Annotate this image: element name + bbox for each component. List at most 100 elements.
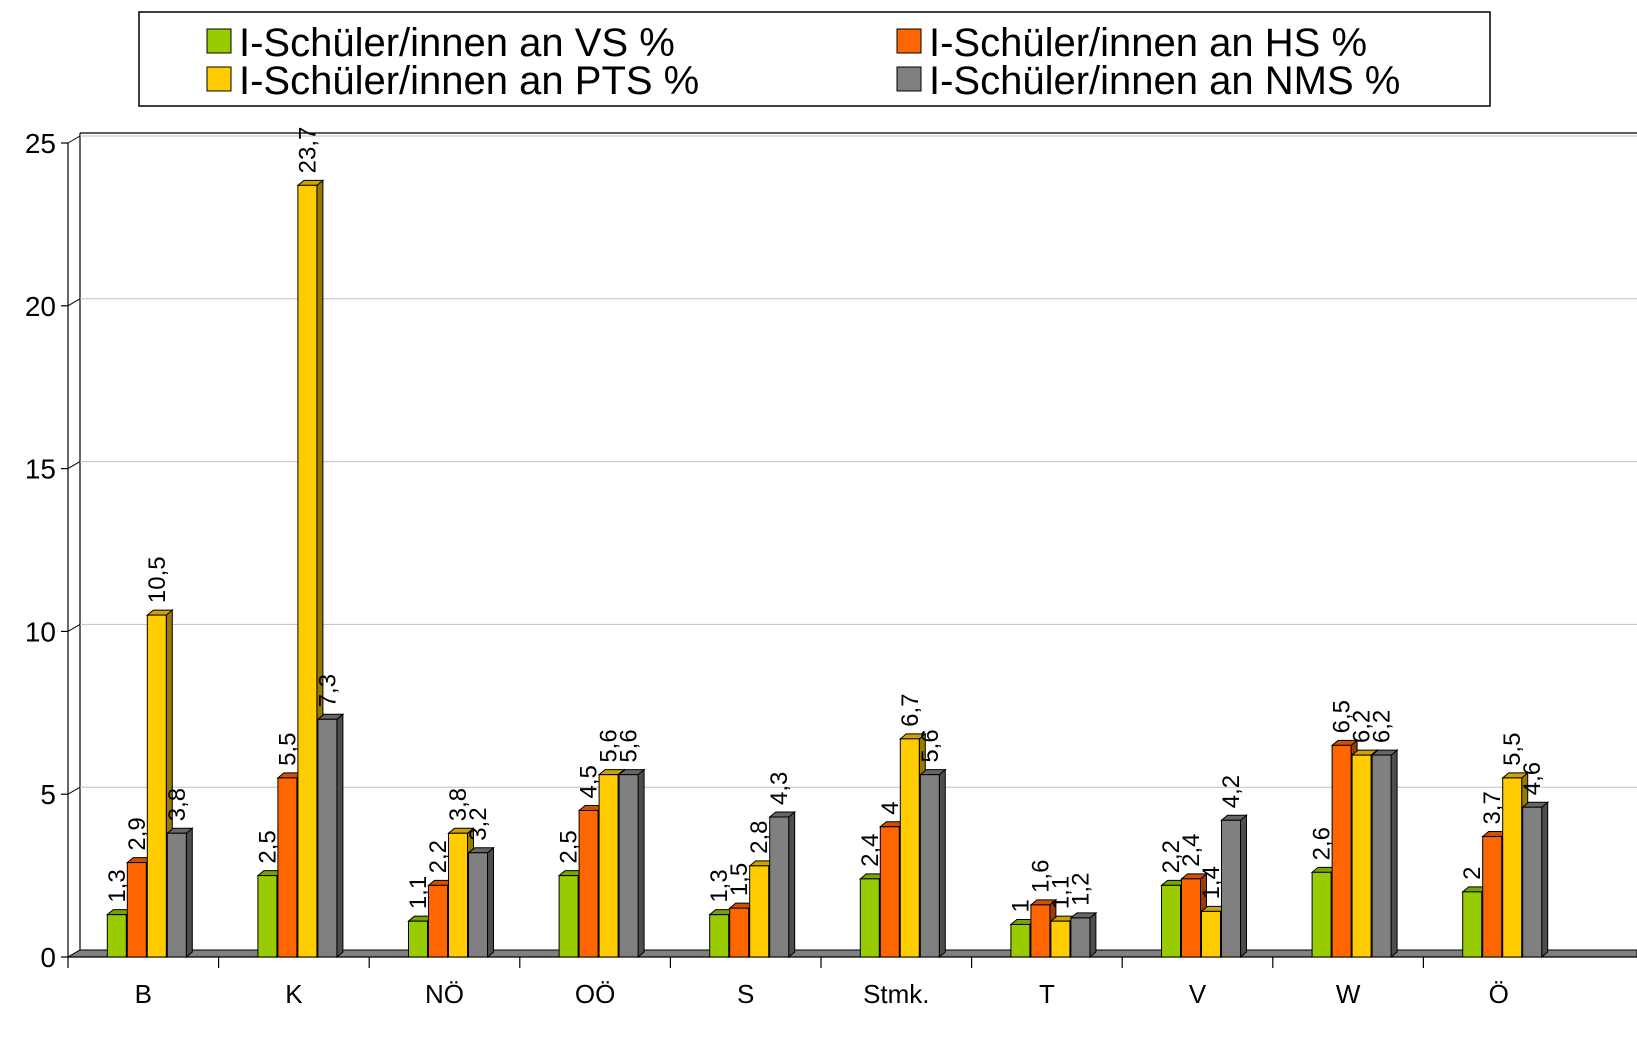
bar	[598, 774, 619, 958]
bar	[1371, 754, 1392, 958]
bar-side	[487, 846, 494, 959]
bar	[448, 832, 468, 958]
y-tick-depth	[67, 135, 81, 144]
bar	[106, 914, 127, 958]
value-label: 4,6	[1519, 762, 1546, 795]
bar-side	[1541, 801, 1549, 959]
value-label: 2,2	[1158, 840, 1185, 873]
value-label: 5,5	[1499, 733, 1526, 766]
bar-side	[185, 827, 193, 959]
bar	[1522, 806, 1543, 958]
value-label: 1,3	[706, 869, 733, 902]
value-label: 1,6	[1027, 860, 1054, 893]
bar	[297, 184, 318, 958]
bar	[618, 774, 639, 958]
y-tick-label: 25	[25, 128, 56, 159]
bar	[317, 718, 338, 958]
legend-swatch	[896, 28, 922, 54]
y-tick-depth	[67, 298, 81, 307]
value-label: 2,4	[1178, 833, 1205, 866]
bar	[146, 614, 167, 958]
value-label: 6,2	[1349, 710, 1376, 743]
value-label: 5,6	[917, 729, 944, 762]
value-label: 6,7	[897, 693, 924, 726]
y-tick-label: 5	[40, 779, 56, 810]
value-label: 1,3	[104, 869, 131, 902]
bar-side	[1089, 911, 1097, 959]
legend-label: I-Schüler/innen an NMS %	[929, 59, 1400, 103]
value-label: 4	[877, 801, 904, 814]
x-tick-label: T	[1039, 979, 1055, 1009]
bar-side	[788, 810, 796, 959]
bar	[1221, 819, 1241, 958]
value-label: 2,4	[857, 833, 884, 866]
legend-swatch	[206, 66, 232, 92]
bar	[558, 875, 579, 958]
legend-swatch	[206, 28, 232, 54]
bar	[709, 914, 730, 958]
x-tick-label: Stmk.	[863, 979, 929, 1009]
value-label: 6,5	[1329, 700, 1356, 733]
value-label: 4,3	[766, 772, 793, 805]
value-label: 3,2	[465, 807, 492, 840]
value-label: 4,2	[1218, 775, 1245, 808]
bar	[257, 875, 278, 958]
bar	[1351, 754, 1372, 958]
legend-box	[138, 11, 1491, 107]
value-label: 3,7	[1479, 791, 1506, 824]
bar	[1462, 891, 1483, 958]
bar	[468, 852, 488, 958]
y-tick-label: 0	[40, 942, 56, 973]
bar	[1331, 744, 1352, 958]
value-label: 2,2	[425, 840, 452, 873]
y-tick-depth	[67, 786, 81, 795]
value-label: 2	[1459, 867, 1486, 880]
x-tick-label: K	[285, 979, 303, 1009]
legend-label: I-Schüler/innen an HS %	[929, 21, 1367, 65]
value-label: 1,5	[726, 863, 753, 896]
x-tick-label: W	[1336, 979, 1361, 1009]
x-tick-label: OÖ	[575, 979, 615, 1009]
value-label: 2,5	[254, 830, 281, 863]
bar-side	[336, 713, 344, 959]
bar	[126, 862, 147, 958]
y-tick-depth	[67, 461, 81, 470]
bar	[749, 865, 770, 958]
x-tick-label: B	[135, 979, 152, 1009]
x-tick-label: Ö	[1489, 979, 1509, 1009]
value-label: 1,4	[1198, 866, 1225, 899]
y-tick-depth	[67, 623, 81, 632]
bar-side	[637, 768, 645, 959]
bar	[1502, 777, 1523, 958]
x-tick-label: V	[1189, 979, 1207, 1009]
bar	[919, 774, 940, 958]
bar	[277, 777, 298, 958]
bar	[729, 907, 750, 958]
bar	[899, 738, 920, 958]
value-label: 2,5	[556, 830, 583, 863]
bar	[1482, 836, 1503, 958]
value-label: 1	[1007, 899, 1034, 912]
value-label: 3,8	[445, 788, 472, 821]
bar	[1070, 917, 1091, 958]
x-tick-label: S	[737, 979, 754, 1009]
bar	[1161, 884, 1181, 958]
value-label: 5,6	[616, 729, 643, 762]
bar-side	[1240, 814, 1247, 959]
bar	[1201, 910, 1221, 958]
y-tick-label: 15	[25, 454, 56, 485]
bar	[166, 832, 187, 958]
legend-label: I-Schüler/innen an VS %	[239, 21, 675, 65]
value-label: 2,6	[1309, 827, 1336, 860]
value-label: 4,5	[576, 765, 603, 798]
value-label: 3,8	[164, 788, 191, 821]
value-label: 5,5	[274, 733, 301, 766]
value-label: 5,6	[596, 729, 623, 762]
bar	[1030, 904, 1051, 958]
value-label: 23,7	[294, 127, 321, 174]
value-label: 1,1	[405, 876, 432, 909]
legend-label: I-Schüler/innen an PTS %	[239, 59, 699, 103]
x-tick-label: NÖ	[425, 979, 464, 1009]
value-label: 1,2	[1067, 873, 1094, 906]
